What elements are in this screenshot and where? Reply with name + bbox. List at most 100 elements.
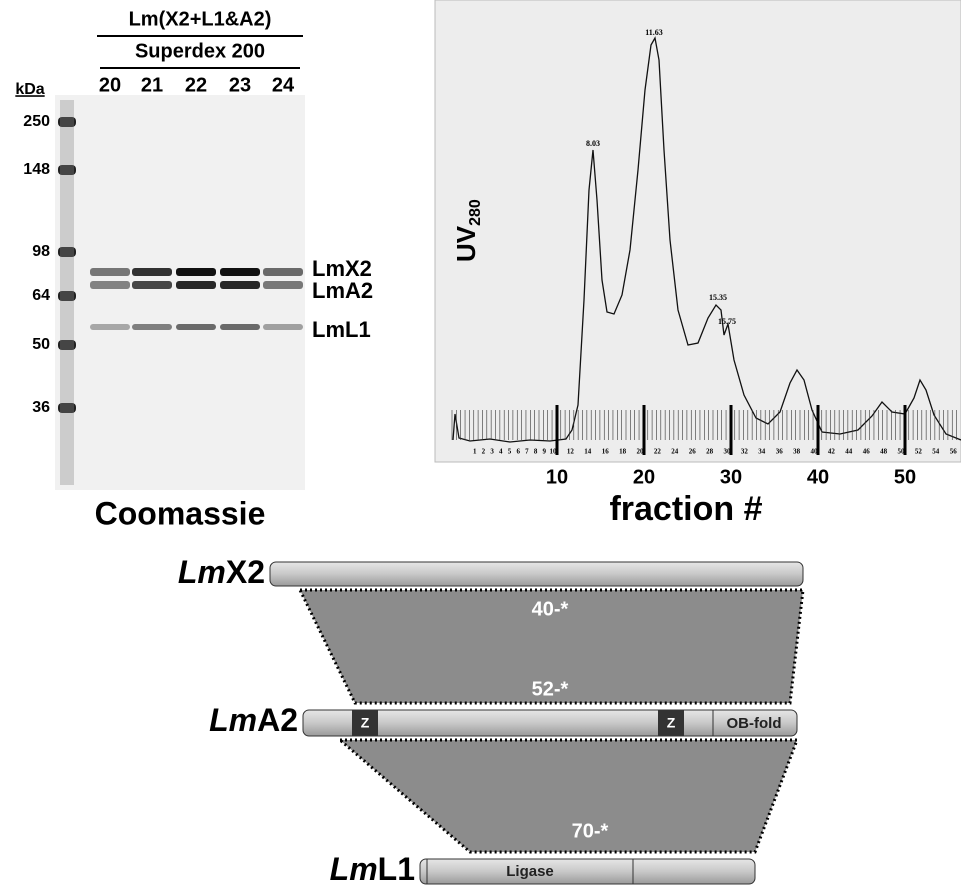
fraction-number: 3 (490, 448, 494, 456)
marker-label: 148 (23, 161, 50, 178)
peak-label: 11.63 (645, 28, 663, 37)
x-tick-label: 30 (720, 466, 742, 488)
marker-label: 36 (32, 399, 50, 416)
domain-label: Ligase (506, 863, 554, 880)
fraction-number: 22 (654, 448, 662, 456)
x-tick-label: 50 (894, 466, 916, 488)
marker-lane (60, 100, 74, 485)
protein-prefix: Lm (330, 851, 378, 885)
protein-band (263, 324, 303, 330)
fraction-number: 16 (602, 448, 610, 456)
x-axis-label: fraction # (609, 490, 762, 528)
protein-band (263, 268, 303, 276)
protein-band (220, 281, 260, 289)
lane-label: 24 (272, 74, 295, 96)
interaction-region (340, 740, 797, 852)
fraction-number: 40 (811, 448, 819, 456)
domain-label: OB-fold (727, 715, 782, 732)
fraction-number: 7 (525, 448, 529, 456)
fraction-number: 18 (619, 448, 627, 456)
protein-band (132, 281, 172, 289)
gel-subtitle: Superdex 200 (135, 40, 265, 62)
protein-prefix: Lm (178, 554, 226, 590)
protein-band (220, 324, 260, 330)
fraction-number: 28 (706, 448, 714, 456)
chromatogram-frame (435, 0, 961, 462)
fraction-number: 52 (915, 448, 923, 456)
protein-band (176, 281, 216, 289)
figure: Lm(X2+L1&A2)Superdex 2002021222324kDa250… (0, 0, 961, 885)
peak-label: 15.35 (709, 293, 727, 302)
gel-image (55, 95, 305, 490)
lane-label: 23 (229, 74, 251, 96)
fraction-number: 14 (584, 448, 592, 456)
domain-label: Z (667, 715, 676, 731)
protein-band (220, 268, 260, 276)
protein-band (132, 268, 172, 276)
marker-unit: kDa (15, 81, 44, 98)
lane-label: 22 (185, 74, 207, 96)
fraction-number: 30 (724, 448, 732, 456)
fraction-number: 26 (689, 448, 697, 456)
fraction-number: 20 (637, 448, 645, 456)
protein-suffix: A2 (257, 702, 298, 738)
protein-label: LmL1 (330, 851, 415, 885)
fraction-number: 38 (793, 448, 801, 456)
domain-label: Z (361, 715, 370, 731)
interaction-label: 52-* (532, 678, 569, 700)
fraction-number: 42 (828, 448, 836, 456)
fraction-number: 34 (758, 448, 766, 456)
marker-label: 64 (32, 287, 50, 304)
protein-band (263, 281, 303, 289)
protein-band (176, 268, 216, 276)
band-label: LmA2 (312, 278, 373, 303)
y-label-main: UV (451, 225, 481, 262)
protein-suffix: L1 (378, 851, 415, 885)
gel-caption: Coomassie (95, 495, 266, 531)
fraction-number: 6 (516, 448, 520, 456)
peak-label: 15.75 (718, 317, 736, 326)
fraction-number: 46 (863, 448, 871, 456)
fraction-number: 50 (898, 448, 906, 456)
peak-label: 8.03 (586, 139, 600, 148)
fraction-number: 56 (950, 448, 958, 456)
protein-bar (420, 859, 755, 884)
fraction-number: 4 (499, 448, 503, 456)
protein-band (90, 281, 130, 289)
marker-label: 250 (23, 113, 50, 130)
fraction-number: 24 (671, 448, 679, 456)
marker-label: 98 (32, 243, 50, 260)
fraction-number: 48 (880, 448, 888, 456)
protein-band (90, 324, 130, 330)
fraction-number: 44 (845, 448, 853, 456)
fraction-number: 1 (473, 448, 477, 456)
fraction-number: 54 (932, 448, 940, 456)
interaction-label: 70-* (572, 820, 609, 842)
lane-label: 21 (141, 74, 163, 96)
fraction-number: 12 (567, 448, 575, 456)
page: Lm(X2+L1&A2)Superdex 2002021222324kDa250… (0, 0, 961, 885)
protein-prefix: Lm (209, 702, 257, 738)
fraction-number: 9 (543, 448, 547, 456)
protein-band (132, 324, 172, 330)
band-label: LmL1 (312, 317, 371, 342)
fraction-number: 2 (482, 448, 486, 456)
protein-label: LmX2 (178, 554, 265, 590)
gel-title: Lm(X2+L1&A2) (129, 8, 272, 30)
fraction-number: 32 (741, 448, 749, 456)
protein-band (90, 268, 130, 276)
interaction-label: 40-* (532, 598, 569, 620)
y-label-sub: 280 (467, 199, 484, 226)
marker-label: 50 (32, 336, 50, 353)
lane-label: 20 (99, 74, 121, 96)
protein-band (176, 324, 216, 330)
fraction-number: 8 (534, 448, 538, 456)
x-tick-label: 40 (807, 466, 829, 488)
fraction-number: 36 (776, 448, 784, 456)
protein-bar (270, 562, 803, 586)
fraction-number: 10 (550, 448, 558, 456)
x-tick-label: 10 (546, 466, 568, 488)
fraction-number: 5 (508, 448, 512, 456)
protein-suffix: X2 (226, 554, 265, 590)
x-tick-label: 20 (633, 466, 655, 488)
